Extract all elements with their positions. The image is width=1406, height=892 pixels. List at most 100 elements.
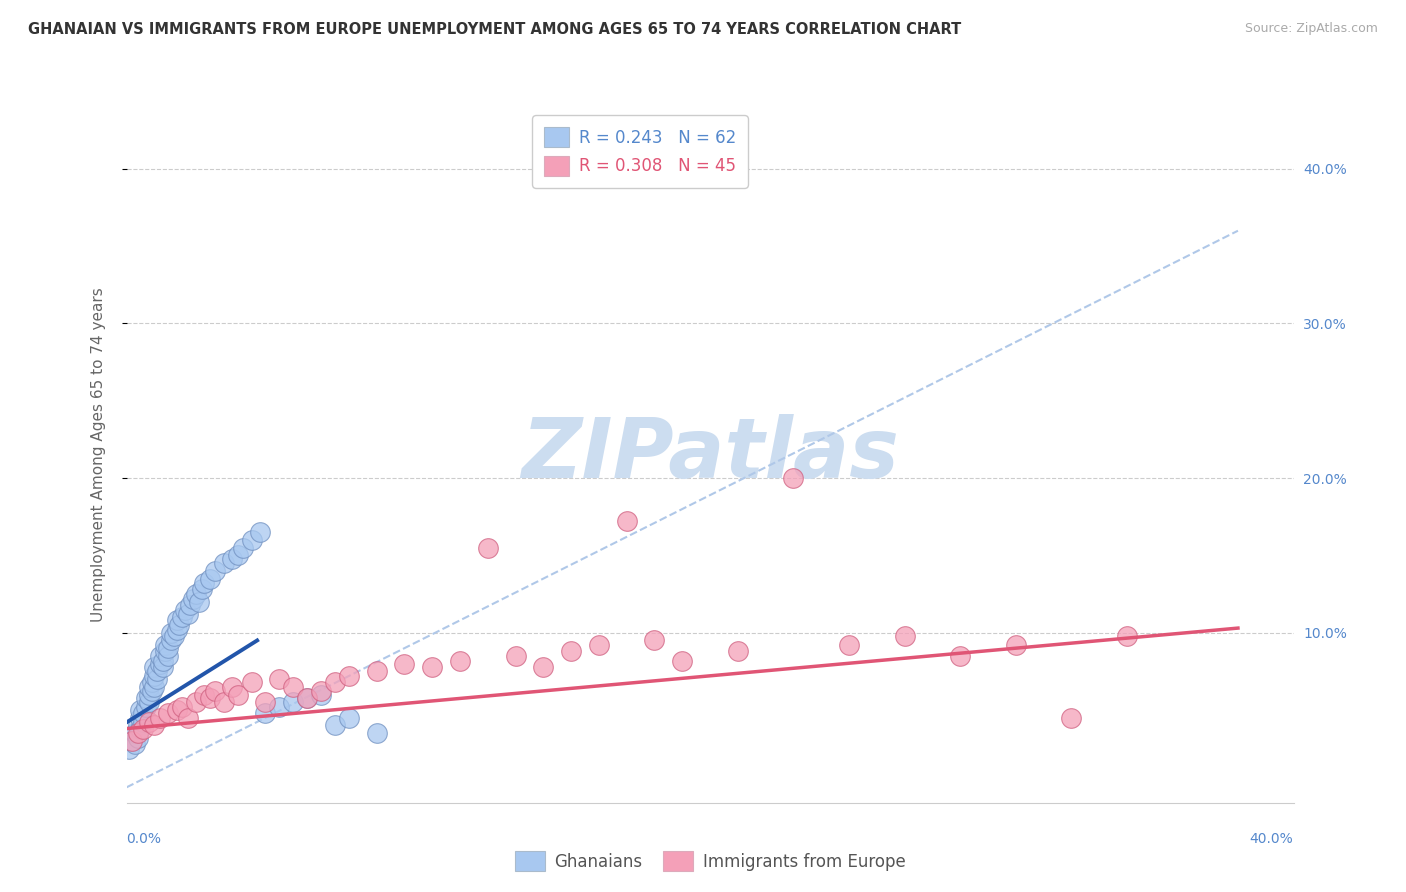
Point bbox=[155, 644, 177, 658]
Point bbox=[240, 533, 263, 547]
Point bbox=[420, 659, 443, 673]
Point bbox=[124, 737, 146, 751]
Point bbox=[193, 688, 215, 702]
Point bbox=[254, 706, 277, 720]
Point bbox=[138, 680, 160, 694]
Point bbox=[138, 695, 160, 709]
Point bbox=[172, 700, 194, 714]
Point bbox=[141, 684, 163, 698]
Point bbox=[893, 629, 915, 643]
Point bbox=[176, 607, 198, 622]
Point bbox=[560, 644, 582, 658]
Point bbox=[138, 688, 160, 702]
Point bbox=[204, 564, 226, 578]
Point bbox=[143, 680, 166, 694]
Point bbox=[179, 598, 201, 612]
Point bbox=[160, 633, 183, 648]
Point bbox=[295, 690, 318, 705]
Text: ZIPatlas: ZIPatlas bbox=[522, 415, 898, 495]
Point bbox=[181, 591, 204, 606]
Point bbox=[138, 715, 160, 730]
Point bbox=[176, 711, 198, 725]
Point bbox=[160, 625, 183, 640]
Point bbox=[149, 648, 172, 663]
Point bbox=[127, 731, 149, 745]
Point bbox=[174, 602, 197, 616]
Point bbox=[337, 711, 360, 725]
Point bbox=[366, 726, 388, 740]
Point bbox=[1115, 629, 1137, 643]
Point bbox=[121, 734, 143, 748]
Point bbox=[187, 595, 209, 609]
Point bbox=[127, 726, 149, 740]
Point bbox=[132, 715, 155, 730]
Point bbox=[198, 572, 221, 586]
Point bbox=[616, 515, 638, 529]
Point bbox=[141, 675, 163, 690]
Text: 0.0%: 0.0% bbox=[127, 832, 162, 846]
Legend: Ghanaians, Immigrants from Europe: Ghanaians, Immigrants from Europe bbox=[508, 845, 912, 878]
Point bbox=[118, 741, 141, 756]
Point bbox=[366, 665, 388, 679]
Point bbox=[254, 695, 277, 709]
Point bbox=[588, 638, 610, 652]
Point bbox=[1004, 638, 1026, 652]
Point bbox=[226, 549, 249, 563]
Point bbox=[204, 684, 226, 698]
Point bbox=[283, 680, 305, 694]
Point bbox=[337, 669, 360, 683]
Point bbox=[477, 541, 499, 555]
Point bbox=[323, 675, 346, 690]
Text: 40.0%: 40.0% bbox=[1250, 832, 1294, 846]
Point bbox=[157, 641, 180, 656]
Point bbox=[157, 648, 180, 663]
Point bbox=[1060, 711, 1083, 725]
Point bbox=[221, 551, 243, 566]
Point bbox=[135, 700, 157, 714]
Point bbox=[295, 690, 318, 705]
Point bbox=[269, 672, 291, 686]
Point bbox=[132, 722, 155, 736]
Point bbox=[782, 471, 804, 485]
Point bbox=[531, 659, 554, 673]
Point bbox=[283, 695, 305, 709]
Point bbox=[232, 541, 254, 555]
Point bbox=[212, 556, 235, 570]
Point bbox=[129, 722, 152, 736]
Point bbox=[124, 726, 146, 740]
Point bbox=[323, 718, 346, 732]
Point bbox=[172, 610, 194, 624]
Point bbox=[135, 690, 157, 705]
Point bbox=[671, 654, 693, 668]
Point bbox=[394, 657, 416, 671]
Point bbox=[309, 684, 332, 698]
Point bbox=[129, 703, 152, 717]
Point bbox=[152, 659, 174, 673]
Point bbox=[727, 644, 749, 658]
Point bbox=[155, 638, 177, 652]
Point bbox=[166, 623, 188, 637]
Point bbox=[127, 718, 149, 732]
Point bbox=[132, 706, 155, 720]
Text: GHANAIAN VS IMMIGRANTS FROM EUROPE UNEMPLOYMENT AMONG AGES 65 TO 74 YEARS CORREL: GHANAIAN VS IMMIGRANTS FROM EUROPE UNEMP… bbox=[28, 22, 962, 37]
Point bbox=[169, 618, 191, 632]
Point bbox=[146, 665, 169, 679]
Text: Source: ZipAtlas.com: Source: ZipAtlas.com bbox=[1244, 22, 1378, 36]
Point bbox=[212, 695, 235, 709]
Point bbox=[121, 734, 143, 748]
Y-axis label: Unemployment Among Ages 65 to 74 years: Unemployment Among Ages 65 to 74 years bbox=[91, 287, 105, 623]
Point bbox=[449, 654, 471, 668]
Point bbox=[269, 700, 291, 714]
Point bbox=[143, 718, 166, 732]
Point bbox=[184, 695, 207, 709]
Point bbox=[198, 690, 221, 705]
Point bbox=[163, 629, 186, 643]
Point bbox=[190, 582, 212, 597]
Point bbox=[505, 648, 527, 663]
Point bbox=[149, 657, 172, 671]
Point bbox=[193, 576, 215, 591]
Point bbox=[240, 675, 263, 690]
Point bbox=[309, 688, 332, 702]
Point bbox=[166, 613, 188, 627]
Point bbox=[249, 525, 271, 540]
